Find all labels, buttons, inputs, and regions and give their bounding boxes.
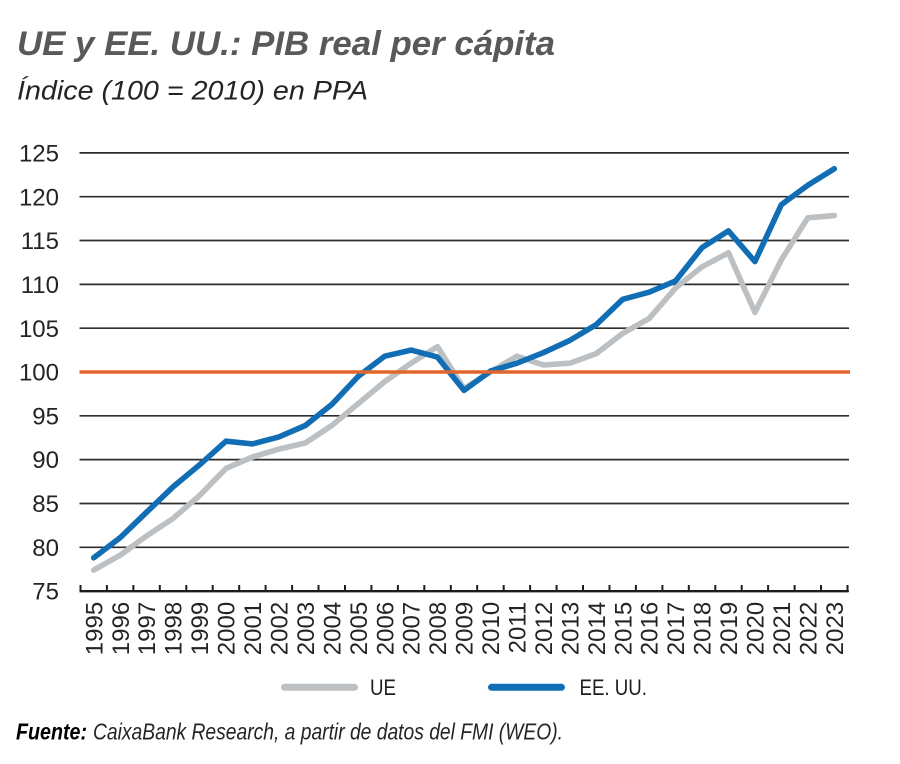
svg-text:90: 90	[32, 447, 59, 474]
svg-text:120: 120	[19, 184, 59, 211]
svg-text:Fuente:CaixaBank Research, a p: Fuente: CaixaBank Research, a partir de d…	[16, 719, 563, 745]
svg-text:2004: 2004	[319, 602, 346, 655]
svg-text:2009: 2009	[452, 602, 479, 655]
svg-text:2016: 2016	[637, 602, 664, 655]
svg-text:2012: 2012	[531, 602, 558, 655]
svg-text:2006: 2006	[372, 602, 399, 655]
svg-text:100: 100	[19, 360, 59, 387]
svg-text:105: 105	[19, 316, 59, 343]
svg-text:2005: 2005	[346, 602, 373, 655]
svg-text:2018: 2018	[690, 602, 717, 655]
svg-text:1995: 1995	[81, 602, 108, 655]
svg-text:2002: 2002	[267, 602, 294, 655]
svg-text:1996: 1996	[108, 602, 135, 655]
svg-text:110: 110	[21, 272, 59, 299]
svg-text:UE: UE	[370, 675, 396, 700]
svg-text:1997: 1997	[134, 602, 161, 655]
svg-text:2015: 2015	[610, 602, 637, 655]
svg-text:2019: 2019	[716, 602, 743, 655]
svg-text:95: 95	[32, 403, 59, 430]
svg-text:75: 75	[32, 579, 59, 606]
svg-text:2017: 2017	[663, 602, 690, 655]
svg-text:80: 80	[32, 535, 59, 562]
svg-text:Índice (100 = 2010) en PPA: Índice (100 = 2010) en PPA	[17, 76, 368, 106]
svg-text:2001: 2001	[240, 602, 267, 655]
svg-text:UE y EE. UU.: PIB real per cáp: UE y EE. UU.: PIB real per cápita	[17, 25, 555, 63]
svg-text:2007: 2007	[399, 602, 426, 655]
svg-text:2000: 2000	[214, 602, 241, 655]
svg-text:2014: 2014	[584, 602, 611, 655]
svg-text:2020: 2020	[743, 602, 770, 655]
svg-text:2023: 2023	[822, 602, 849, 655]
svg-text:1999: 1999	[187, 602, 214, 655]
svg-text:2003: 2003	[293, 602, 320, 655]
svg-text:2021: 2021	[769, 602, 796, 655]
svg-text:85: 85	[32, 491, 59, 518]
svg-text:2008: 2008	[425, 602, 452, 655]
svg-text:125: 125	[19, 141, 59, 168]
svg-text:2013: 2013	[557, 602, 584, 655]
svg-text:1998: 1998	[161, 602, 188, 655]
svg-text:2022: 2022	[795, 602, 822, 655]
svg-text:EE. UU.: EE. UU.	[580, 675, 648, 700]
svg-text:115: 115	[21, 228, 59, 255]
svg-text:2010: 2010	[478, 602, 505, 655]
svg-text:2011: 2011	[505, 602, 532, 654]
